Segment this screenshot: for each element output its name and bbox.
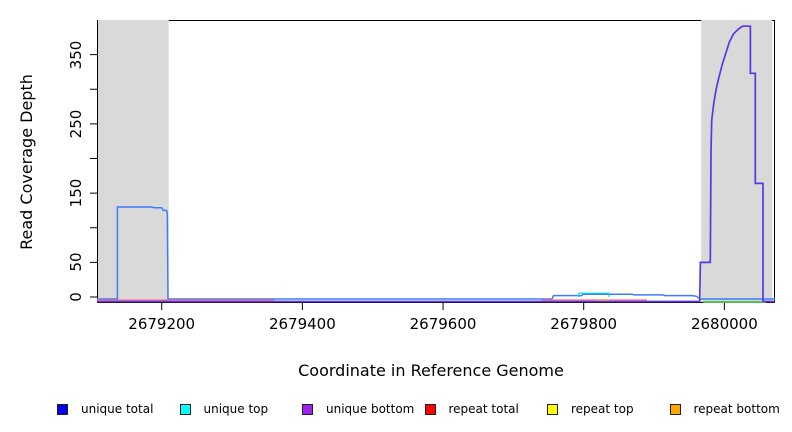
- legend-label: repeat bottom: [693, 402, 780, 416]
- series-line-unique-top: [578, 292, 610, 297]
- legend-label: repeat top: [571, 402, 634, 416]
- series-line-unique-bottom: [97, 25, 775, 303]
- x-tick-label: 2679600: [409, 315, 477, 333]
- plot-area: [90, 20, 775, 310]
- coverage-plot-canvas: [90, 20, 775, 310]
- legend-swatch-icon: [302, 403, 313, 415]
- legend-item-repeat-bottom: repeat bottom: [669, 402, 792, 416]
- legend-item-repeat-top: repeat top: [547, 402, 670, 416]
- legend-item-unique-top: unique top: [179, 402, 303, 416]
- legend-label: repeat total: [448, 402, 519, 416]
- legend-item-repeat-total: repeat total: [424, 402, 548, 416]
- y-tick-label: 250: [67, 109, 85, 139]
- legend: unique total unique top unique bottom repea…: [57, 402, 792, 416]
- x-tick-label: 2679800: [550, 315, 618, 333]
- legend-item-unique-total: unique total: [57, 402, 180, 416]
- y-tick-label: 150: [67, 178, 85, 208]
- legend-swatch-icon: [179, 403, 191, 415]
- x-tick-label: 2679200: [128, 315, 196, 333]
- legend-label: unique top: [203, 402, 269, 416]
- legend-swatch-icon: [57, 403, 68, 415]
- legend-label: unique total: [81, 402, 154, 416]
- y-tick-label: 350: [67, 40, 85, 69]
- x-tick-label: 2680000: [690, 315, 758, 333]
- legend-swatch-icon: [547, 403, 558, 415]
- highlight-band: [97, 20, 169, 303]
- series-line-unique-total: [97, 206, 775, 300]
- x-axis-title: Coordinate in Reference Genome: [298, 361, 564, 380]
- x-tick-label: 2679400: [268, 315, 336, 333]
- legend-label: unique bottom: [326, 402, 415, 416]
- legend-swatch-icon: [669, 403, 681, 415]
- legend-item-unique-bottom: unique bottom: [302, 402, 425, 416]
- y-tick-label: 50: [67, 252, 85, 272]
- highlight-band: [701, 20, 773, 303]
- y-axis-title: Read Coverage Depth: [17, 74, 36, 250]
- legend-swatch-icon: [424, 403, 436, 415]
- y-tick-label: 0: [67, 292, 85, 302]
